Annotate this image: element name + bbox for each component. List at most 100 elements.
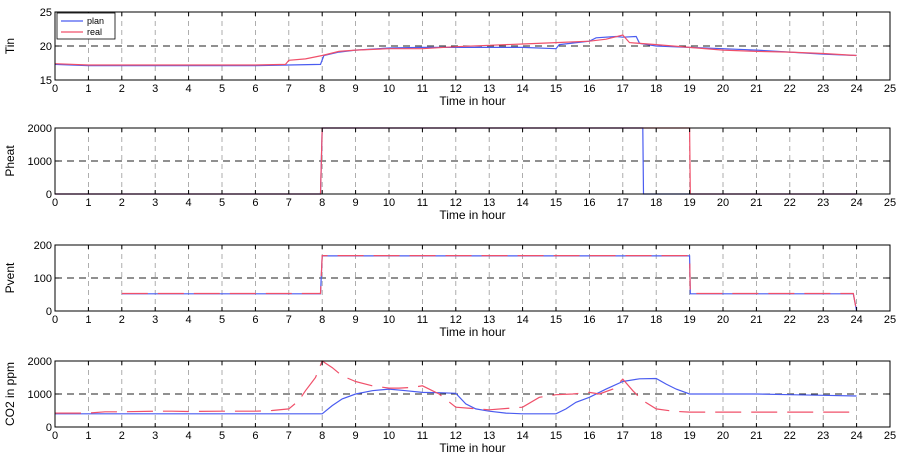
x-tick-label: 6 [252, 197, 258, 209]
x-tick-label: 22 [784, 314, 796, 326]
x-tick-label: 12 [450, 197, 462, 209]
x-tick-label: 6 [252, 83, 258, 95]
y-tick-label: 15 [40, 75, 52, 87]
x-tick-label: 8 [319, 314, 325, 326]
x-tick-label: 16 [583, 430, 595, 442]
x-tick-label: 21 [750, 197, 762, 209]
x-tick-label: 12 [450, 83, 462, 95]
x-tick-label: 15 [550, 197, 562, 209]
x-tick-label: 23 [817, 430, 829, 442]
series-line-plan [55, 377, 857, 415]
x-tick-label: 0 [52, 314, 58, 326]
series-line-real [121, 255, 858, 312]
x-tick-label: 25 [884, 197, 896, 209]
x-tick-label: 5 [219, 430, 225, 442]
x-tick-label: 10 [383, 197, 395, 209]
x-tick-label: 18 [650, 197, 662, 209]
x-tick-label: 1 [85, 83, 91, 95]
x-tick-label: 15 [550, 314, 562, 326]
x-tick-label: 1 [85, 430, 91, 442]
x-tick-label: 2 [119, 430, 125, 442]
x-tick-label: 24 [850, 430, 862, 442]
x-tick-label: 13 [483, 83, 495, 95]
y-axis-label: Pheat [3, 145, 17, 177]
x-tick-label: 13 [483, 197, 495, 209]
x-tick-label: 4 [186, 83, 192, 95]
x-tick-label: 0 [52, 83, 58, 95]
legend-label-real: real [87, 27, 102, 37]
x-tick-label: 7 [286, 430, 292, 442]
y-tick-label: 0 [46, 306, 52, 318]
x-tick-label: 20 [717, 83, 729, 95]
x-tick-label: 5 [219, 83, 225, 95]
x-tick-label: 2 [119, 83, 125, 95]
legend-label-plan: plan [87, 16, 104, 26]
x-tick-label: 4 [186, 197, 192, 209]
y-axis-label: Pvent [3, 262, 17, 293]
x-tick-label: 19 [683, 314, 695, 326]
x-axis-label: Time in hour [439, 325, 505, 339]
x-tick-label: 25 [884, 314, 896, 326]
x-tick-label: 13 [483, 314, 495, 326]
x-tick-label: 22 [784, 430, 796, 442]
x-tick-label: 5 [219, 197, 225, 209]
x-tick-label: 25 [884, 83, 896, 95]
x-tick-label: 6 [252, 314, 258, 326]
x-tick-label: 2 [119, 197, 125, 209]
x-tick-label: 24 [850, 83, 862, 95]
x-tick-label: 17 [617, 314, 629, 326]
x-tick-label: 20 [717, 197, 729, 209]
x-tick-label: 21 [750, 430, 762, 442]
x-tick-label: 21 [750, 314, 762, 326]
series-line-real [54, 34, 857, 66]
x-tick-label: 7 [286, 314, 292, 326]
legend-box [56, 12, 116, 40]
x-tick-label: 16 [583, 197, 595, 209]
x-tick-label: 9 [353, 430, 359, 442]
x-tick-label: 3 [152, 314, 158, 326]
x-tick-label: 23 [817, 197, 829, 209]
x-tick-label: 3 [152, 83, 158, 95]
x-tick-label: 12 [450, 430, 462, 442]
x-tick-label: 22 [784, 83, 796, 95]
y-axis-label: Tin [3, 38, 17, 54]
x-tick-label: 8 [319, 197, 325, 209]
x-tick-label: 15 [550, 83, 562, 95]
x-tick-label: 9 [353, 197, 359, 209]
x-tick-label: 17 [617, 430, 629, 442]
x-tick-label: 10 [383, 83, 395, 95]
x-tick-label: 9 [353, 314, 359, 326]
y-tick-label: 25 [40, 7, 52, 19]
y-axis-label: CO2 in ppm [3, 362, 17, 426]
x-axis-label: Time in hour [439, 441, 505, 455]
x-tick-label: 7 [286, 83, 292, 95]
y-tick-label: 200 [34, 240, 52, 252]
y-tick-label: 0 [46, 189, 52, 201]
x-tick-label: 7 [286, 197, 292, 209]
y-tick-label: 0 [46, 422, 52, 434]
x-tick-label: 17 [617, 197, 629, 209]
x-tick-label: 11 [417, 430, 428, 442]
x-tick-label: 4 [186, 430, 192, 442]
x-tick-label: 22 [784, 197, 796, 209]
y-tick-label: 1000 [28, 389, 52, 401]
x-tick-label: 0 [52, 430, 58, 442]
x-tick-label: 19 [683, 430, 695, 442]
x-tick-label: 13 [483, 430, 495, 442]
x-tick-label: 24 [850, 197, 862, 209]
x-tick-label: 2 [119, 314, 125, 326]
x-tick-label: 15 [550, 430, 562, 442]
x-tick-label: 5 [219, 314, 225, 326]
x-tick-label: 6 [252, 430, 258, 442]
x-tick-label: 19 [683, 197, 695, 209]
x-tick-label: 4 [186, 314, 192, 326]
x-tick-label: 18 [650, 83, 662, 95]
x-tick-label: 24 [850, 314, 862, 326]
x-tick-label: 14 [516, 83, 528, 95]
x-tick-label: 20 [717, 430, 729, 442]
y-tick-label: 2000 [28, 356, 52, 368]
y-tick-label: 1000 [28, 156, 52, 168]
x-tick-label: 10 [383, 430, 395, 442]
